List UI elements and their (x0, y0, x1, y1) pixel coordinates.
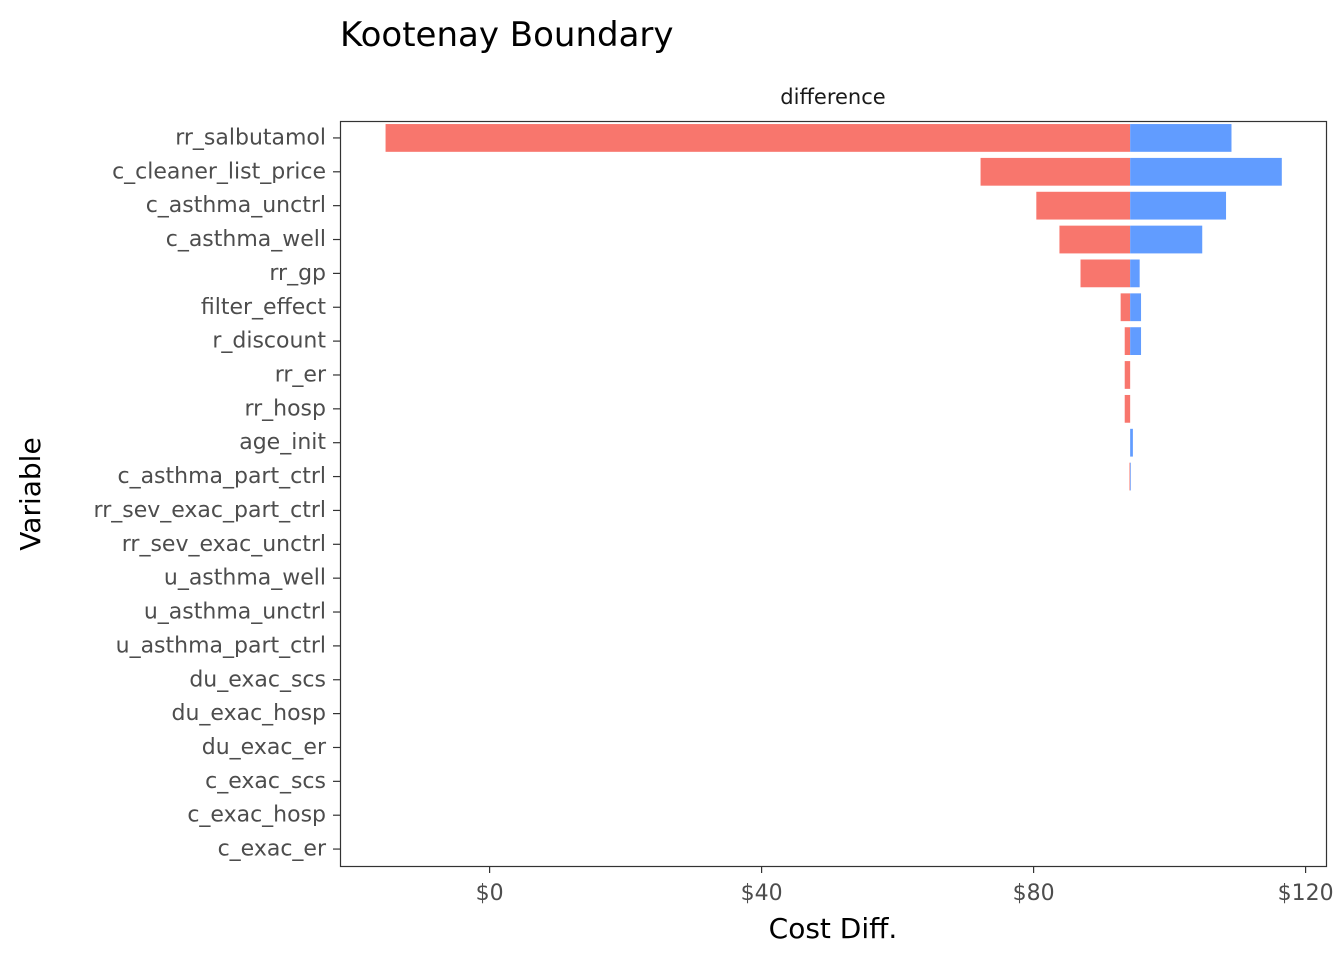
bar-low-rr-gp (1080, 259, 1131, 288)
x-tick-label: $120 (1278, 881, 1334, 906)
bar-low-c-cleaner-list-price (980, 157, 1131, 186)
y-tick-label-age-init: age_init (239, 430, 326, 455)
y-tick-label-u-asthma-unctrl: u_asthma_unctrl (144, 600, 326, 625)
bar-low-c-asthma-part-ctrl (1129, 462, 1131, 491)
bar-high-rr-gp (1130, 259, 1140, 288)
y-tick-label-rr-salbutamol: rr_salbutamol (175, 125, 326, 150)
x-axis-title: Cost Diff. (769, 912, 898, 945)
y-tick-label-u-asthma-part-ctrl: u_asthma_part_ctrl (116, 633, 326, 658)
bar-high-c-asthma-unctrl (1130, 191, 1227, 220)
bar-low-rr-hosp (1124, 394, 1131, 423)
plot-panel-border (339, 120, 1328, 868)
bar-low-c-asthma-unctrl (1036, 191, 1131, 220)
bar-high-c-cleaner-list-price (1130, 157, 1282, 186)
y-axis: rr_salbutamol c_cleaner_list_price c_asthm… (94, 125, 340, 862)
y-tick-label-c-exac-scs: c_exac_scs (205, 769, 326, 794)
y-tick-label-du-exac-er: du_exac_er (202, 735, 327, 760)
y-tick-label-du-exac-scs: du_exac_scs (189, 667, 326, 692)
x-tick-label: $0 (476, 881, 504, 906)
y-tick-label-c-exac-hosp: c_exac_hosp (187, 803, 326, 828)
y-tick-label-filter-effect: filter_effect (201, 295, 326, 320)
y-tick-label-c-exac-er: c_exac_er (218, 837, 327, 862)
chart-title: Kootenay Boundary (340, 15, 674, 55)
facet-label: difference (780, 85, 885, 109)
x-tick-label: $80 (1013, 881, 1055, 906)
y-tick-label-rr-er: rr_er (275, 362, 327, 387)
x-axis: $0 $40 $80 $120 (476, 866, 1334, 906)
bar-low-c-asthma-well (1059, 225, 1131, 254)
y-tick-label-rr-sev-exac-unctrl: rr_sev_exac_unctrl (122, 532, 326, 557)
bar-high-filter-effect (1130, 293, 1142, 322)
y-tick-label-c-asthma-part-ctrl: c_asthma_part_ctrl (117, 464, 326, 489)
y-tick-label-u-asthma-well: u_asthma_well (164, 566, 326, 591)
bar-low-r-discount (1124, 327, 1131, 355)
bar-high-rr-salbutamol (1130, 124, 1232, 152)
y-tick-label-c-asthma-unctrl: c_asthma_unctrl (146, 193, 326, 218)
bars-layer (385, 124, 1282, 491)
bar-low-filter-effect (1120, 293, 1131, 322)
y-tick-label-du-exac-hosp: du_exac_hosp (172, 701, 326, 726)
bar-low-rr-er (1124, 361, 1131, 389)
y-tick-label-r-discount: r_discount (212, 329, 326, 354)
y-tick-label-c-asthma-well: c_asthma_well (166, 227, 326, 252)
bar-high-age-init (1130, 428, 1133, 457)
y-tick-label-rr-gp: rr_gp (269, 261, 326, 286)
y-tick-label-c-cleaner-list-price: c_cleaner_list_price (112, 159, 326, 184)
bar-high-c-asthma-part-ctrl (1130, 462, 1131, 491)
x-tick-label: $40 (741, 881, 783, 906)
y-tick-label-rr-sev-exac-part-ctrl: rr_sev_exac_part_ctrl (94, 498, 326, 523)
bar-high-c-asthma-well (1130, 225, 1203, 254)
bar-high-r-discount (1130, 327, 1142, 355)
y-axis-title: Variable (14, 437, 47, 550)
y-tick-label-rr-hosp: rr_hosp (244, 396, 326, 421)
bar-low-rr-salbutamol (385, 124, 1131, 152)
